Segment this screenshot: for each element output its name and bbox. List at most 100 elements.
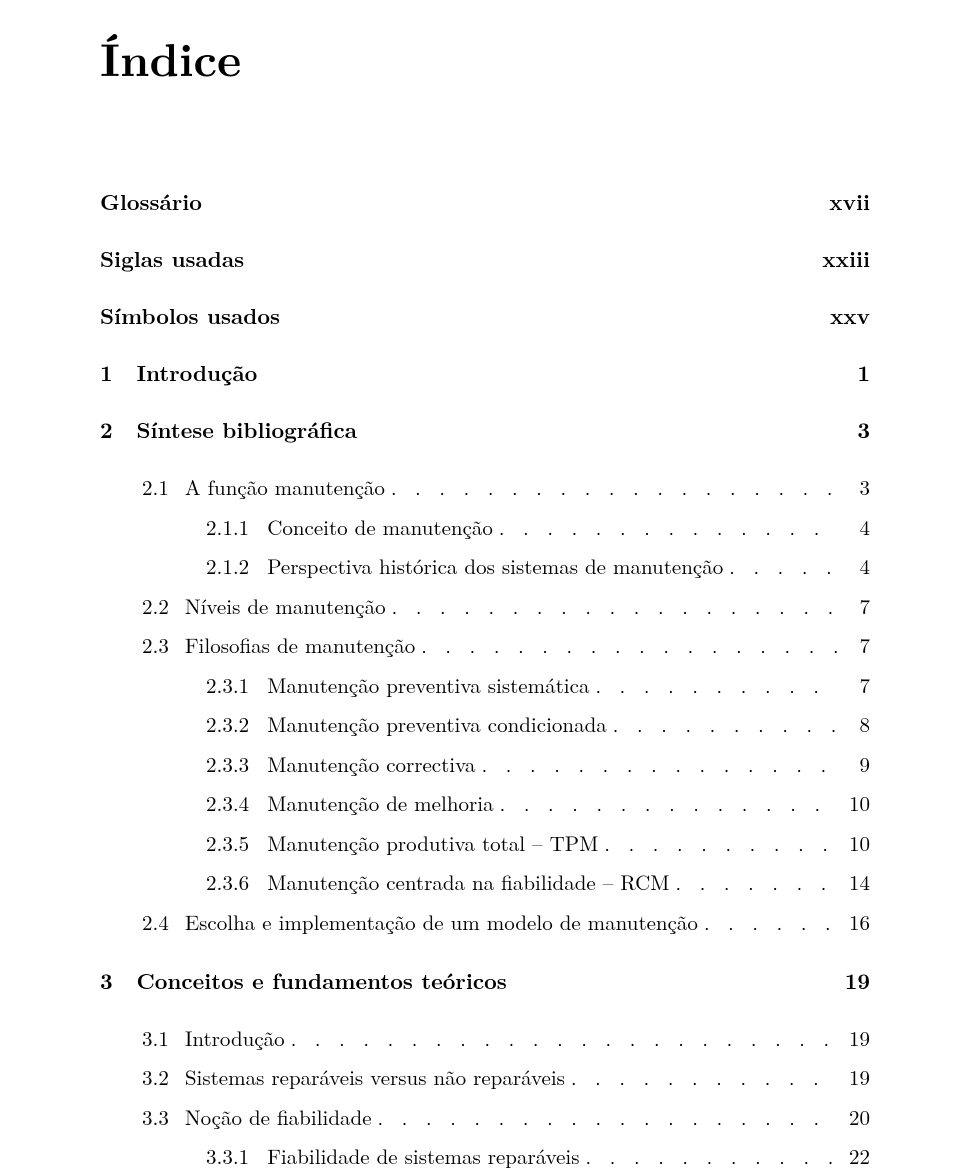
chapter-number: 1	[100, 357, 128, 388]
section-label: Noção de fiabilidade	[185, 1101, 372, 1134]
section-page: 16	[838, 906, 870, 939]
dot-leader: . . . . . . . . . . . . . . . . . . . . …	[493, 511, 838, 542]
subsection-row: 2.3.6Manutenção centrada na fiabilidade …	[100, 866, 870, 899]
subsection-label: Manutenção produtiva total – TPM	[267, 827, 598, 860]
chapter-block: 1 Introdução1	[100, 357, 870, 388]
front-matter-label: Siglas usadas	[100, 243, 244, 274]
section-label: Filosofias de manutenção	[185, 629, 415, 662]
chapter-row: 1 Introdução1	[100, 357, 870, 388]
section-number: 2.1	[142, 471, 169, 504]
chapter-label: Síntese bibliográfica	[136, 414, 357, 445]
subsection-number: 2.3.3	[206, 748, 249, 781]
section-number: 3.1	[142, 1022, 169, 1055]
subsection-label: Manutenção centrada na fiabilidade – RCM	[267, 866, 669, 899]
section-label: Escolha e implementação de um modelo de …	[185, 906, 698, 939]
subsection-page: 10	[838, 827, 870, 860]
section-number: 3.3	[142, 1101, 169, 1134]
section-number: 2.2	[142, 590, 169, 623]
subsection-label: Manutenção de melhoria	[267, 787, 493, 820]
front-matter-list: Glossário xvii Siglas usadas xxiii Símbolos …	[100, 186, 870, 331]
front-matter-page: xxv	[830, 300, 870, 331]
subsection-page: 7	[838, 669, 870, 702]
front-matter-page: xxiii	[822, 243, 870, 274]
front-matter-row: Glossário xvii	[100, 186, 870, 217]
section-row: 3.1 Introdução. . . . . . . . . . . . . .…	[100, 1022, 870, 1055]
front-matter-label: Símbolos usados	[100, 300, 280, 331]
subsection-label: Manutenção correctiva	[267, 748, 475, 781]
subsection-page: 9	[838, 748, 870, 781]
chapter-row: 3 Conceitos e fundamentos teóricos 19	[100, 965, 870, 996]
subsection-number: 2.3.4	[206, 787, 249, 820]
section-page: 20	[838, 1101, 870, 1134]
chapter-page: 3	[857, 414, 870, 445]
dot-leader: . . . . . . . . . . . . . . . . . . . . …	[385, 471, 838, 502]
subsection-row: 2.3.4 Manutenção de melhoria. . . . . . .…	[100, 787, 870, 820]
dot-leader: . . . . . . . . . . . . . . . . . . . . …	[723, 550, 838, 581]
front-matter-page: xvii	[829, 186, 870, 217]
dot-leader: . . . . . . . . . . . . . . . . . . . . …	[598, 827, 838, 858]
dot-leader: . . . . . . . . . . . . . . . . . . . . …	[565, 1061, 838, 1092]
subsection-label: Conceito de manutenção	[267, 511, 493, 544]
chapter-row: 2 Síntese bibliográfica 3	[100, 414, 870, 445]
chapter-heading: 3 Conceitos e fundamentos teóricos	[100, 965, 507, 996]
subsection-label: Manutenção preventiva condicionada	[267, 708, 607, 741]
section-page: 3	[838, 471, 870, 504]
dot-leader: . . . . . . . . . . . . . . . . . . . . …	[669, 866, 838, 897]
section-row: 2.4 Escolha e implementação de um modelo …	[100, 906, 870, 939]
chapter-page: 1	[857, 357, 870, 388]
chapters-list: 1 Introdução12 Síntese bibliográfica32.1…	[100, 357, 870, 1173]
dot-leader: . . . . . . . . . . . . . . . . . . . . …	[285, 1022, 838, 1053]
dot-leader: . . . . . . . . . . . . . . . . . . . . …	[580, 1140, 838, 1171]
subsection-row: 2.1.1 Conceito de manutenção. . . . . . .…	[100, 511, 870, 544]
subsection-page: 8	[838, 708, 870, 741]
chapter-heading: 2 Síntese bibliográfica	[100, 414, 357, 445]
toc-title: Índice	[100, 24, 870, 90]
subsection-number: 2.1.2	[206, 550, 249, 583]
subsection-page: 4	[838, 550, 870, 583]
chapter-block: 3 Conceitos e fundamentos teóricos 19 3.1 I…	[100, 965, 870, 1173]
chapter-page: 19	[845, 965, 870, 996]
dot-leader: . . . . . . . . . . . . . . . . . . . . …	[589, 669, 838, 700]
dot-leader: . . . . . . . . . . . . . . . . . . . . …	[607, 708, 838, 739]
section-number: 2.4	[142, 906, 169, 939]
section-row: 2.3 Filosofias de manutenção. . . . . . .…	[100, 629, 870, 662]
front-matter-label: Glossário	[100, 186, 202, 217]
subsection-row: 2.1.2 Perspectiva histórica dos sistemas …	[100, 550, 870, 583]
subsection-row: 2.3.1 Manutenção preventiva sistemática. …	[100, 669, 870, 702]
subsection-label: Perspectiva histórica dos sistemas de ma…	[267, 550, 723, 583]
subsection-number: 2.1.1	[206, 511, 249, 544]
subsection-page: 14	[838, 866, 870, 899]
subsection-page: 4	[838, 511, 870, 544]
subsection-number: 2.3.1	[206, 669, 249, 702]
chapter-label: Conceitos e fundamentos teóricos	[136, 965, 506, 996]
dot-leader: . . . . . . . . . . . . . . . . . . . . …	[494, 787, 838, 818]
section-page: 7	[838, 629, 870, 662]
front-matter-row: Símbolos usados xxv	[100, 300, 870, 331]
section-label: Sistemas reparáveis versus não reparávei…	[185, 1061, 565, 1094]
section-page: 19	[838, 1061, 870, 1094]
section-page: 19	[838, 1022, 870, 1055]
section-label: A função manutenção	[185, 471, 385, 504]
section-label: Introdução	[185, 1022, 285, 1055]
dot-leader: . . . . . . . . . . . . . . . . . . . . …	[476, 748, 838, 779]
dot-leader: . . . . . . . . . . . . . . . . . . . . …	[386, 590, 838, 621]
subsection-row: 2.3.2 Manutenção preventiva condicionada.…	[100, 708, 870, 741]
section-number: 3.2	[142, 1061, 169, 1094]
dot-leader: . . . . . . . . . . . . . . . . . . . . …	[415, 629, 838, 660]
dot-leader: . . . . . . . . . . . . . . . . . . . . …	[372, 1101, 838, 1132]
subsection-number: 2.3.5	[206, 827, 249, 860]
chapter-heading: 1 Introdução	[100, 357, 257, 388]
section-row: 3.3 Noção de fiabilidade. . . . . . . . .…	[100, 1101, 870, 1134]
section-label: Níveis de manutenção	[185, 590, 386, 623]
chapter-number: 3	[100, 965, 128, 996]
section-number: 2.3	[142, 629, 169, 662]
subsection-number: 2.3.2	[206, 708, 249, 741]
dot-leader: . . . . . . . . . . . . . . . . . . . . …	[698, 906, 838, 937]
section-row: 2.2 Níveis de manutenção. . . . . . . . .…	[100, 590, 870, 623]
chapter-block: 2 Síntese bibliográfica 3 2.1 A função manu…	[100, 414, 870, 939]
chapter-number: 2	[100, 414, 128, 445]
front-matter-row: Siglas usadas xxiii	[100, 243, 870, 274]
subsection-label: Manutenção preventiva sistemática	[267, 669, 589, 702]
subsection-row: 2.3.5 Manutenção produtiva total – TPM. .…	[100, 827, 870, 860]
subsection-page: 10	[838, 787, 870, 820]
